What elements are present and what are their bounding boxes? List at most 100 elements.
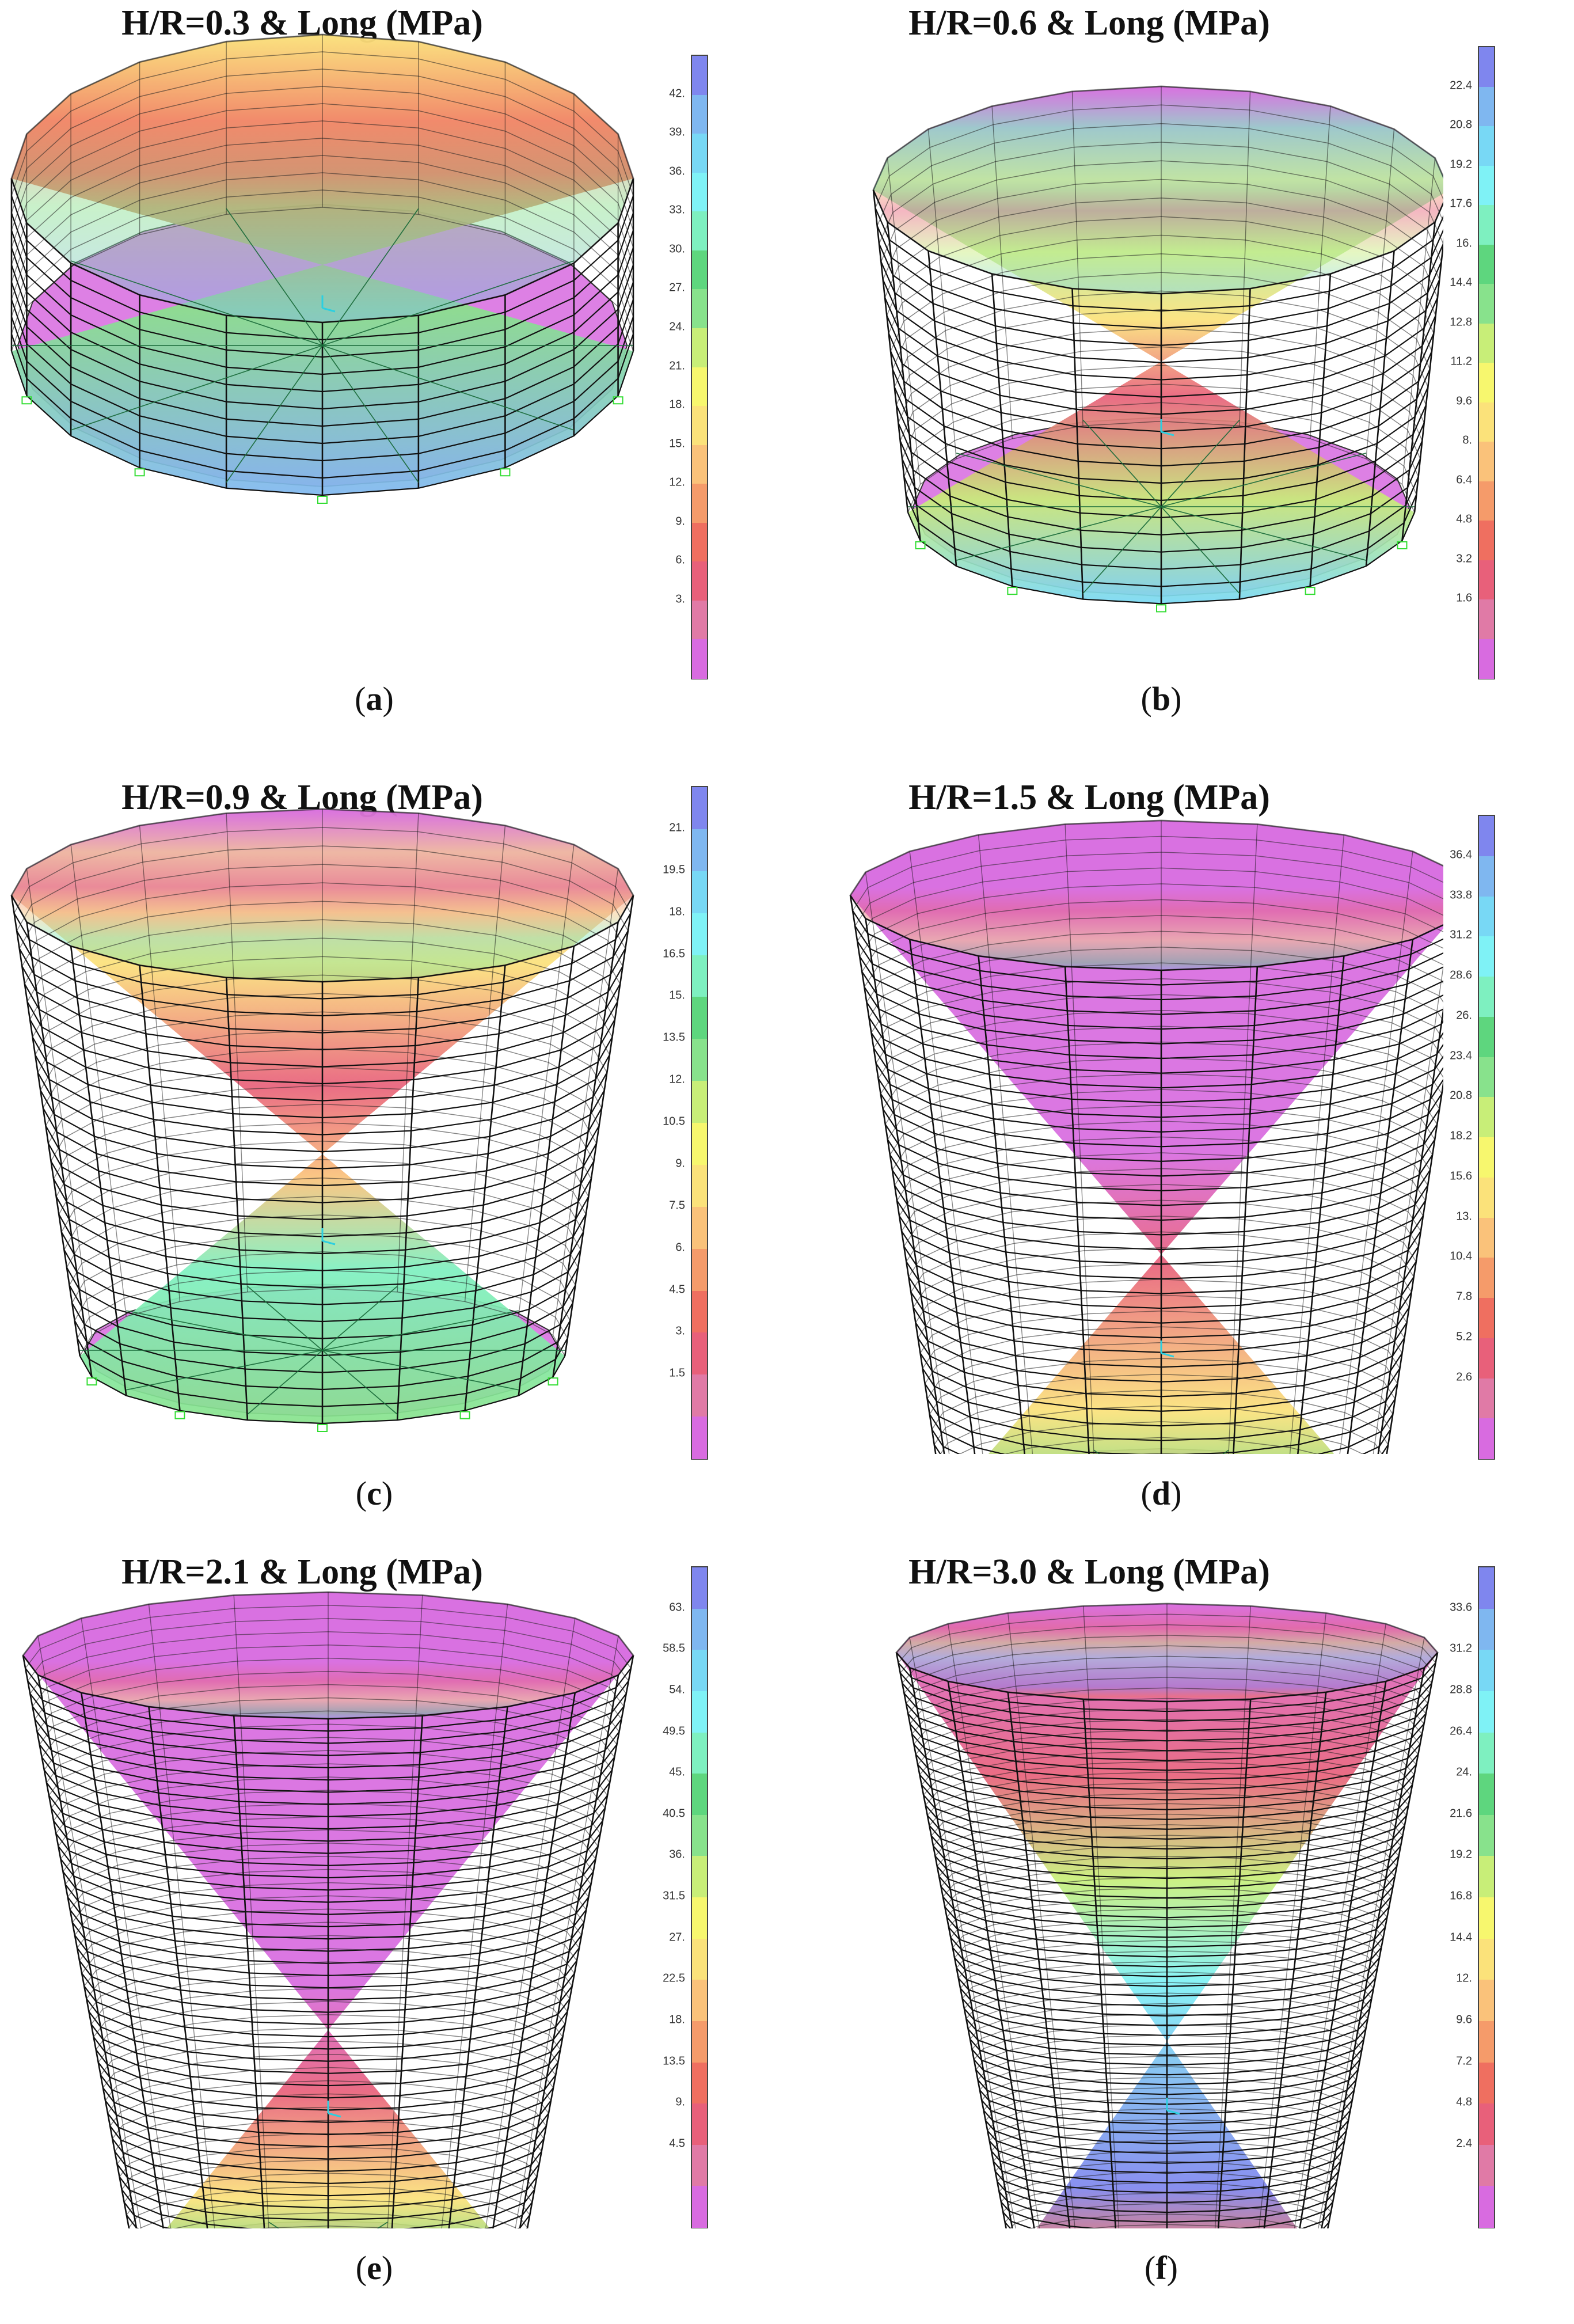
legend-tick-label: 4.8 [1456, 2095, 1472, 2109]
legend-tick-label: 9.6 [1456, 2013, 1472, 2026]
legend-swatch [692, 1332, 707, 1376]
legend-swatch [692, 2062, 707, 2105]
legend-tick-label: 12. [1456, 1972, 1472, 1985]
legend-swatch [1479, 2062, 1494, 2105]
panel-caption: (e) [355, 2249, 393, 2287]
panel-b: H/R=0.6 & Long (MPa) 22.4 20.8 19.2 17.6 16. 1… [787, 0, 1574, 774]
legend-swatch [1479, 1217, 1494, 1259]
legend-tick-label: 27. [669, 281, 685, 294]
legend-tick-label: 31.2 [1450, 1642, 1472, 1655]
legend-tick-label: 18. [669, 2013, 685, 2026]
legend-tick-label: 17.6 [1450, 197, 1472, 210]
legend-swatch [692, 1774, 707, 1816]
legend-swatch [692, 1123, 707, 1165]
legend-tick-label: 27. [669, 1931, 685, 1944]
legend-tick-label: 24. [669, 320, 685, 333]
legend-swatch [692, 955, 707, 998]
legend-swatch [692, 2103, 707, 2145]
legend-swatch [1479, 284, 1494, 324]
legend-swatch [692, 997, 707, 1040]
legend-swatch [692, 289, 707, 329]
panel-caption-letter: a [366, 680, 383, 717]
legend-tick-label: 8. [1462, 434, 1472, 447]
legend-tick-label: 21. [669, 821, 685, 834]
legend-swatch [692, 1897, 707, 1939]
color-legend: 21. 19.5 18. 16.5 15. 13.5 12. 10.5 9. 7.5 6. 4.5 3.… [633, 786, 754, 1460]
legend-tick-label: 6. [675, 1241, 685, 1254]
legend-swatch [692, 484, 707, 523]
legend-tick-label: 19.2 [1450, 158, 1472, 170]
panel-caption: (a) [355, 680, 394, 717]
color-legend: 63. 58.5 54. 49.5 45. 40.5 36. 31.5 27. 22.5 18. 13… [633, 1566, 754, 2228]
legend-swatch [1479, 936, 1494, 977]
legend-tick-label: 30. [669, 242, 685, 256]
legend-swatch [692, 1732, 707, 1775]
legend-tick-label: 1.5 [669, 1366, 685, 1380]
legend-tick-label: 7.5 [669, 1199, 685, 1212]
legend-swatch [1479, 1137, 1494, 1178]
tank-stress-contour [849, 819, 1443, 1454]
legend-swatch [692, 639, 707, 679]
legend-tick-label: 18. [669, 398, 685, 411]
legend-swatch [692, 172, 707, 212]
legend-swatch [1479, 2144, 1494, 2187]
legend-swatch [1479, 1378, 1494, 1419]
legend-tick-label: 16. [1456, 237, 1472, 249]
legend-tick-label: 20.8 [1450, 1089, 1472, 1102]
legend-tick-label: 16.8 [1450, 1889, 1472, 1903]
legend-swatch [1479, 1980, 1494, 2022]
panel-d: H/R=1.5 & Long (MPa) 36.4 33.8 31.2 28.6 26. 2… [787, 774, 1574, 1549]
legend-tick-label: 49.5 [663, 1725, 685, 1737]
legend-tick-label: 7.8 [1456, 1290, 1472, 1303]
legend-tick-label: 13.5 [663, 1031, 685, 1044]
legend-tick-label: 15.6 [1450, 1169, 1472, 1183]
legend-swatch [1479, 165, 1494, 206]
legend-tick-label: 54. [669, 1683, 685, 1696]
legend-swatch [692, 913, 707, 956]
legend-swatch [1479, 402, 1494, 442]
legend-tick-label: 4.5 [669, 1283, 685, 1296]
legend-tick-label: 21. [669, 359, 685, 372]
legend-swatch [692, 211, 707, 251]
legend-swatch [1479, 1608, 1494, 1651]
legend-swatch [1479, 1298, 1494, 1339]
legend-tick-label: 9. [675, 515, 685, 528]
legend-tick-label: 22.4 [1450, 79, 1472, 92]
legend-swatch [692, 406, 707, 446]
legend-swatch [692, 871, 707, 914]
legend-swatch [1479, 1938, 1494, 1981]
legend-swatch [692, 1081, 707, 1123]
legend-tick-label: 31.5 [663, 1889, 685, 1903]
legend-tick-label: 15. [669, 989, 685, 1002]
legend-swatch [1479, 1177, 1494, 1218]
legend-color-bar [1478, 1566, 1495, 2228]
panel-caption-letter: d [1151, 1475, 1171, 1512]
legend-swatch [1479, 205, 1494, 245]
legend-color-bar [1478, 815, 1495, 1460]
legend-tick-label: 19.5 [663, 863, 685, 876]
legend-tick-label: 18. [669, 905, 685, 918]
legend-swatch [692, 250, 707, 290]
legend-tick-label: 12. [669, 1073, 685, 1086]
legend-swatch [1479, 2021, 1494, 2063]
tank-stress-contour [872, 85, 1443, 613]
legend-tick-label: 28.6 [1450, 969, 1472, 982]
tank-stress-contour [895, 1603, 1439, 2228]
panel-title: H/R=0.6 & Long (MPa) [908, 3, 1270, 43]
legend-swatch [692, 1290, 707, 1334]
legend-swatch [692, 787, 707, 830]
legend-swatch [692, 1938, 707, 1981]
panel-c: H/R=0.9 & Long (MPa) 21. 19.5 18. 16.5 15. 13.… [0, 774, 787, 1549]
legend-tick-label: 13.5 [663, 2055, 685, 2067]
legend-swatch [692, 445, 707, 485]
legend-tick-label: 3. [675, 1324, 685, 1338]
legend-tick-label: 16.5 [663, 947, 685, 960]
legend-swatch [1479, 2186, 1494, 2228]
panel-caption: (c) [355, 1475, 393, 1512]
color-legend: 22.4 20.8 19.2 17.6 16. 14.4 12.8 11.2 9.6 8. 6.4 4… [1420, 46, 1541, 679]
legend-swatch [1479, 1418, 1494, 1459]
legend-tick-label: 14.4 [1450, 276, 1472, 289]
legend-swatch [1479, 896, 1494, 937]
legend-swatch [692, 1417, 707, 1459]
legend-swatch [1479, 244, 1494, 284]
